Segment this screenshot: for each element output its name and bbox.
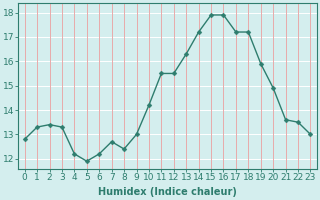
X-axis label: Humidex (Indice chaleur): Humidex (Indice chaleur) [98, 187, 237, 197]
